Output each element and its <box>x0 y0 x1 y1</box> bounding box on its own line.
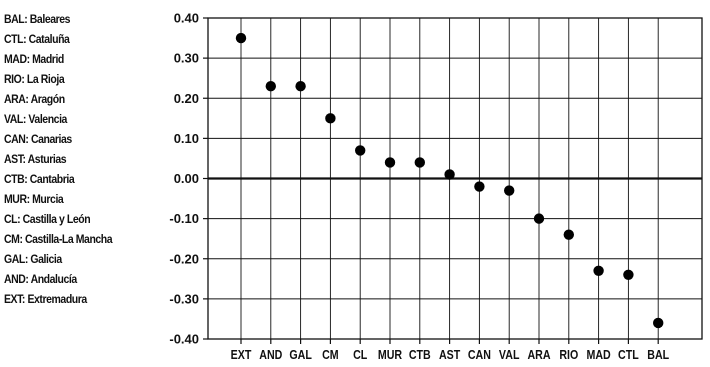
legend-entry: CL: Castilla y León <box>4 212 91 226</box>
data-point <box>235 32 247 44</box>
y-tick-label: 0.30 <box>174 51 199 66</box>
grid <box>208 17 702 340</box>
x-tick-label: CTB <box>409 347 431 362</box>
x-tick-label: AST <box>439 347 461 362</box>
data-point <box>533 213 545 224</box>
y-tick-label: -0.30 <box>169 291 199 306</box>
data-point <box>474 181 485 192</box>
legend-entry: MAD: Madrid <box>4 52 64 66</box>
legend-entry: BAL: Baleares <box>4 12 71 26</box>
legend-entry: CAN: Canarias <box>4 132 72 146</box>
axes <box>203 17 703 344</box>
x-tick-label: ARA <box>527 347 550 362</box>
x-tick-label: GAL <box>289 347 311 362</box>
y-tick-label: -0.10 <box>169 211 199 226</box>
data-point <box>504 185 515 196</box>
x-tick-label: CL <box>353 347 367 362</box>
x-tick-label: CAN <box>468 347 491 362</box>
legend-entry: CM: Castilla-La Mancha <box>4 232 113 246</box>
legend-entry: ARA: Aragón <box>4 92 65 106</box>
x-tick-label: MUR <box>378 347 403 362</box>
x-tick-label: BAL <box>647 347 669 362</box>
data-point <box>444 169 455 180</box>
data-point <box>325 113 336 124</box>
data-point <box>563 229 574 240</box>
legend-entry: GAL: Galicia <box>4 252 62 266</box>
y-tick-label: 0.20 <box>174 91 199 106</box>
x-tick-label: CM <box>322 347 339 362</box>
plot-frame <box>207 17 703 340</box>
x-tick-label: RIO <box>559 347 578 362</box>
y-tick-label: -0.20 <box>169 251 199 266</box>
legend-entry: AND: Andalucía <box>4 272 77 286</box>
data-point <box>653 317 664 329</box>
data-point <box>414 157 425 168</box>
y-tick-label: -0.40 <box>169 332 199 347</box>
x-tick-label: EXT <box>231 347 252 362</box>
data-point <box>623 269 634 280</box>
legend: BAL: Baleares CTL: Cataluña MAD: Madrid RIO… <box>4 9 130 309</box>
legend-entry: EXT: Extremadura <box>4 292 87 306</box>
legend-entry: AST: Asturias <box>4 152 67 166</box>
data-point <box>265 81 276 92</box>
legend-entry: VAL: Valencia <box>4 112 67 126</box>
data-points <box>235 32 664 329</box>
x-tick-label: CTL <box>618 347 639 362</box>
data-point <box>384 157 396 168</box>
y-tick-label: 0.40 <box>174 11 199 26</box>
legend-entry: RIO: La Rioja <box>4 72 65 86</box>
legend-entry: CTL: Cataluña <box>4 32 70 46</box>
x-tick-label: AND <box>259 347 282 362</box>
legend-entry: MUR: Murcia <box>4 192 64 206</box>
y-tick-label: 0.10 <box>174 131 199 146</box>
x-tick-label: MAD <box>586 347 611 362</box>
data-point <box>355 145 366 156</box>
legend-entry: CTB: Cantabria <box>4 172 75 186</box>
x-tick-label: VAL <box>499 347 520 362</box>
y-tick-labels: 0.40 0.30 0.20 0.10 0.00 -0.10 -0.20 -0.30 -0.40 <box>169 11 199 347</box>
x-tick-labels: EXT AND GAL CM CL MUR CTB AST CAN VAL ARA RIO MAD CTL… <box>231 347 670 362</box>
data-point <box>593 265 604 276</box>
y-tick-label: 0.00 <box>174 171 199 186</box>
data-point <box>295 81 306 92</box>
